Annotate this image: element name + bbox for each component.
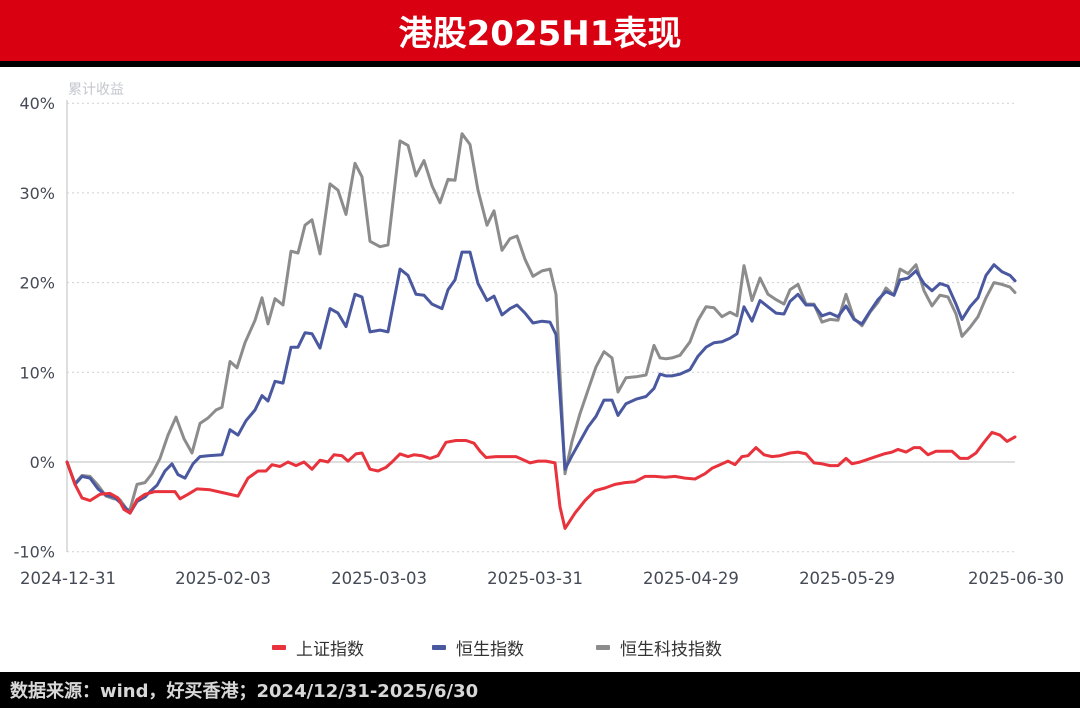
y-tick-label: 10% [19,363,55,382]
y-tick-label: 20% [19,274,55,293]
y-tick-label: 0% [30,453,55,472]
legend-label: 上证指数 [296,640,364,660]
title-divider [0,61,1080,67]
line-chart: 累计收益 -10% 0% 10% 20% 30% 40% 2024-12-31 2025-0… [14,82,1064,660]
x-tick-label: 2024-12-31 [20,569,116,588]
x-tick-label: 2025-03-31 [487,569,583,588]
legend-label: 恒生指数 [456,640,524,660]
series-lines [65,132,1017,530]
x-tick-label: 2025-02-03 [175,569,271,588]
legend-label: 恒生科技指数 [620,640,722,660]
y-axis-title: 累计收益 [68,82,124,98]
x-tick-label: 2025-03-03 [331,569,427,588]
x-tick-label: 2025-04-29 [643,569,739,588]
gridlines [67,102,1015,553]
data-source-text: 数据来源：wind，好买香港；2024/12/31-2025/6/30 [10,681,479,702]
series-line-1 [65,250,1017,515]
legend-swatch [432,645,446,650]
series-line-0 [65,430,1017,530]
title-bar: 港股2025H1表现 [0,0,1080,61]
y-tick-label: -10% [14,543,55,562]
chart-title: 港股2025H1表现 [398,14,682,54]
legend-swatch [272,645,286,650]
y-axis-ticks: -10% 0% 10% 20% 30% 40% [14,94,55,562]
x-tick-label: 2025-06-30 [968,569,1064,588]
source-footer: 数据来源：wind，好买香港；2024/12/31-2025/6/30 [0,672,1080,708]
x-tick-label: 2025-05-29 [799,569,895,588]
y-tick-label: 30% [19,184,55,203]
x-axis-ticks: 2024-12-31 2025-02-03 2025-03-03 2025-03-31… [20,569,1064,588]
legend: 上证指数 恒生指数 恒生科技指数 [272,640,722,660]
y-tick-label: 40% [19,94,55,113]
legend-swatch [596,645,610,650]
